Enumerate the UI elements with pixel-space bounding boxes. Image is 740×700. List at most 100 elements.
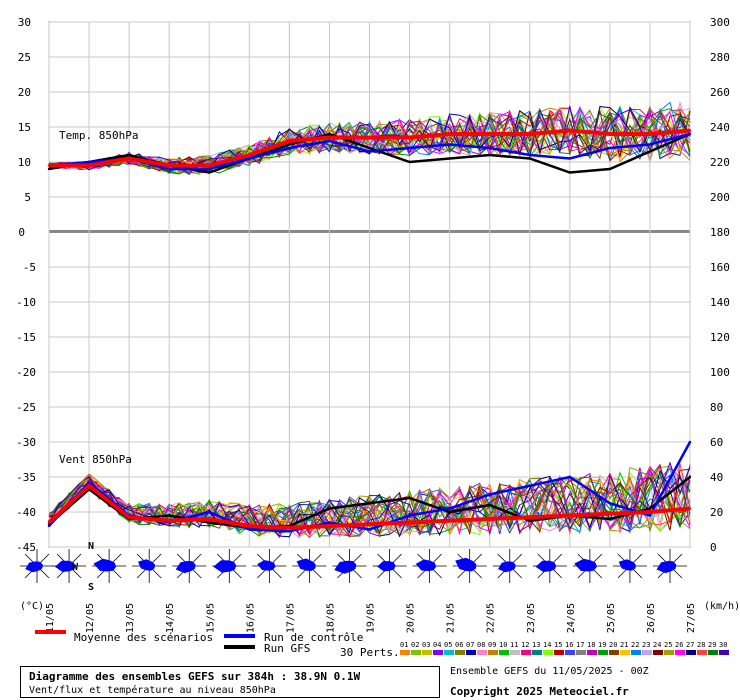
- date-tick-label: 22/05: [486, 603, 497, 633]
- wind-rose-petal: [296, 558, 316, 571]
- wind-rose: [532, 549, 567, 583]
- wind-series-point: [568, 514, 572, 517]
- right-tick-label: 220: [710, 156, 730, 169]
- pert-legend-swatch: [664, 650, 674, 655]
- right-tick-label: 280: [710, 51, 730, 64]
- date-tick-label: 25/05: [606, 603, 617, 633]
- date-tick-label: 27/05: [686, 603, 697, 633]
- temp-series-point: [408, 160, 411, 164]
- wind-pert-line: [48, 464, 691, 533]
- temp-series-point: [568, 171, 572, 174]
- pert-legend-label: 12: [521, 641, 529, 649]
- wind-series-point: [87, 481, 91, 484]
- temp-series-point: [448, 132, 451, 136]
- temp-series-point: [167, 167, 171, 171]
- compass-south: S: [88, 582, 94, 593]
- temp-series-point: [648, 150, 652, 153]
- temp-series-point: [208, 167, 211, 171]
- right-tick-label: 260: [710, 86, 730, 99]
- wind-rose-petal: [175, 561, 196, 574]
- temp-series-point: [688, 132, 692, 136]
- pert-legend-label: 07: [466, 641, 474, 649]
- wind-rose: [52, 549, 87, 583]
- wind-pert-line: [48, 472, 691, 538]
- temp-series-point: [568, 157, 572, 160]
- wind-rose: [172, 549, 207, 583]
- wind-series-point: [408, 496, 411, 500]
- wind-rose-petal: [535, 560, 557, 572]
- wind-rose-petal: [656, 561, 677, 574]
- temp-series-point: [608, 167, 612, 171]
- wind-rose-petal: [93, 558, 116, 572]
- wind-series-point: [648, 507, 652, 510]
- pert-legend-swatch: [411, 650, 421, 655]
- footer-title: Diagramme des ensembles GEFS sur 384h : …: [29, 670, 361, 683]
- date-axis-ticks: 11/05 12/05 13/05 14/05 15/05 16/05 17/05 18/05…: [45, 603, 697, 633]
- pert-legend-swatch: [576, 650, 586, 655]
- pert-legend-label: 25: [664, 641, 672, 649]
- left-tick-label: -10: [16, 296, 36, 309]
- left-tick-label: 5: [24, 191, 31, 204]
- pert-legend-swatch: [521, 650, 531, 655]
- wind-rose-petal: [334, 560, 357, 574]
- date-tick-label: 15/05: [205, 603, 216, 633]
- wind-series-point: [47, 524, 51, 528]
- pert-legend-swatch: [554, 650, 564, 655]
- wind-series-point: [167, 514, 171, 517]
- wind-series-point: [688, 475, 692, 479]
- unit-right: (km/h): [704, 601, 740, 612]
- pert-legend-swatch: [543, 650, 553, 655]
- temp-pert-line: [48, 105, 691, 175]
- pert-legend-label: 18: [587, 641, 595, 649]
- left-tick-label: -15: [16, 331, 36, 344]
- temp-series-point: [608, 132, 612, 136]
- left-tick-label: 0: [18, 226, 25, 239]
- legend-gfs-label: Run GFS: [264, 642, 310, 655]
- left-tick-label: 30: [18, 16, 31, 29]
- pert-legend-swatch: [466, 650, 476, 655]
- wind-series-point: [408, 521, 411, 524]
- pert-legend-label: 09: [488, 641, 496, 649]
- pert-legend-swatch: [422, 650, 432, 655]
- temp-series-point: [408, 146, 411, 150]
- wind-series-point: [568, 475, 572, 479]
- pert-legend-swatch: [400, 650, 410, 655]
- pert-legend-label: 16: [565, 641, 573, 649]
- wind-series-point: [288, 530, 291, 533]
- pert-legend-swatch: [719, 650, 729, 655]
- left-tick-label: -20: [16, 366, 36, 379]
- pert-legend-swatch: [532, 650, 542, 655]
- left-tick-label: 25: [18, 51, 31, 64]
- temp-series-point: [87, 160, 91, 164]
- temp-series-point: [328, 136, 331, 139]
- wind-series-point: [328, 524, 331, 528]
- pert-legend-label: 21: [620, 641, 628, 649]
- legend-mean-label: Moyenne des scénarios: [74, 631, 213, 644]
- right-tick-label: 180: [710, 226, 730, 239]
- footer-box: Diagramme des ensembles GEFS sur 384h : …: [20, 666, 440, 698]
- wind-rose: [212, 549, 247, 583]
- date-tick-label: 11/05: [45, 603, 56, 633]
- temp-series-point: [248, 153, 251, 157]
- wind-rose-petal: [138, 559, 155, 571]
- wind-series-point: [528, 516, 531, 519]
- copyright: Copyright 2025 Meteociel.fr: [450, 685, 629, 698]
- wind-series-point: [648, 514, 652, 517]
- date-tick-label: 12/05: [85, 603, 96, 633]
- wind-series-point: [648, 510, 652, 514]
- temp-series-point: [208, 164, 211, 167]
- date-tick-label: 13/05: [125, 603, 136, 633]
- left-tick-label: -45: [16, 541, 36, 554]
- pert-legend-label: 28: [697, 641, 705, 649]
- right-tick-label: 0: [710, 541, 717, 554]
- temp-series-point: [528, 132, 531, 136]
- temp-series-point: [208, 171, 211, 174]
- temp-series-point: [448, 157, 451, 160]
- left-tick-label: -30: [16, 436, 36, 449]
- wind-rose: [252, 549, 287, 583]
- temp-series-point: [488, 153, 491, 157]
- right-tick-label: 200: [710, 191, 730, 204]
- pert-legend-label: 08: [477, 641, 485, 649]
- wind-series-point: [248, 524, 251, 528]
- pert-legend-swatch: [455, 650, 465, 655]
